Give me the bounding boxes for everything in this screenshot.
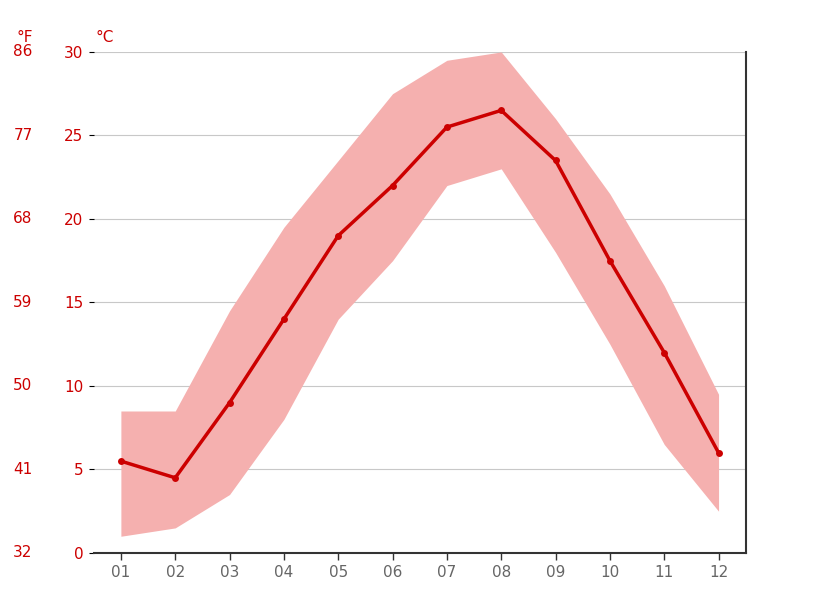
Text: °F: °F — [16, 29, 33, 45]
Text: 59: 59 — [13, 295, 33, 310]
Text: 41: 41 — [13, 462, 33, 477]
Text: 77: 77 — [13, 128, 33, 143]
Text: 68: 68 — [13, 211, 33, 227]
Text: 86: 86 — [13, 45, 33, 59]
Text: 50: 50 — [13, 378, 33, 393]
Text: °C: °C — [95, 29, 114, 45]
Text: 32: 32 — [13, 546, 33, 560]
